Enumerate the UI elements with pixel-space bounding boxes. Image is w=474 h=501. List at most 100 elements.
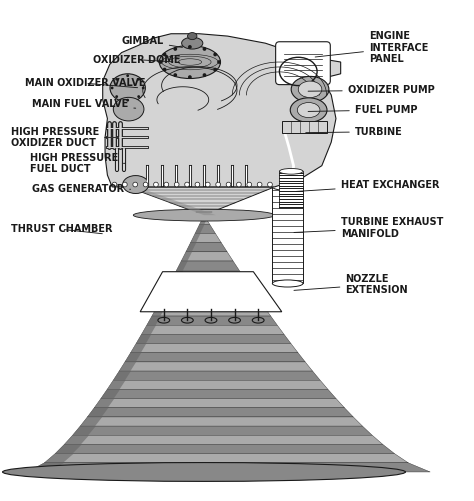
Circle shape [195,182,200,187]
Circle shape [188,45,192,49]
Circle shape [111,87,114,89]
Polygon shape [141,325,156,334]
Text: HEAT EXCHANGER: HEAT EXCHANGER [296,180,439,191]
Polygon shape [200,215,209,224]
Polygon shape [94,399,114,408]
Polygon shape [128,187,275,215]
Polygon shape [64,435,89,444]
Ellipse shape [182,37,203,49]
Circle shape [115,78,118,81]
Polygon shape [130,344,146,353]
Text: NOZZLE
EXTENSION: NOZZLE EXTENSION [294,274,408,295]
Ellipse shape [188,33,197,40]
Text: ENGINE
INTERFACE
PANEL: ENGINE INTERFACE PANEL [315,31,428,65]
Polygon shape [27,463,430,472]
Polygon shape [172,270,245,280]
Polygon shape [125,353,305,362]
Polygon shape [162,289,258,298]
Polygon shape [80,417,363,426]
Circle shape [226,182,231,187]
FancyBboxPatch shape [276,42,330,85]
Ellipse shape [159,46,220,79]
Polygon shape [186,242,196,252]
Polygon shape [136,334,291,344]
Text: GIMBAL: GIMBAL [121,36,182,48]
Circle shape [237,182,241,187]
Circle shape [159,60,163,64]
Circle shape [115,95,118,98]
Polygon shape [130,344,298,353]
Ellipse shape [297,103,320,118]
Text: TURBINE EXHAUST
MANIFOLD: TURBINE EXHAUST MANIFOLD [294,217,443,238]
Circle shape [213,68,217,72]
Text: MAIN OXIDIZER VALVE: MAIN OXIDIZER VALVE [25,78,146,88]
Polygon shape [119,362,136,371]
Polygon shape [157,298,170,307]
Circle shape [173,73,177,77]
Polygon shape [172,270,183,280]
Text: MAIN FUEL VALVE: MAIN FUEL VALVE [32,99,136,109]
Ellipse shape [2,462,405,481]
Polygon shape [181,252,233,261]
Circle shape [173,47,177,51]
Polygon shape [152,307,271,316]
Ellipse shape [133,209,275,221]
Ellipse shape [298,81,322,98]
Text: GAS GENERATOR: GAS GENERATOR [32,184,130,194]
Circle shape [112,182,117,187]
Polygon shape [101,389,120,399]
Circle shape [122,182,127,187]
Polygon shape [113,371,320,380]
Circle shape [185,182,190,187]
Polygon shape [55,444,394,453]
Text: HIGH PRESSURE
FUEL DUCT: HIGH PRESSURE FUEL DUCT [30,152,125,174]
Ellipse shape [113,97,144,121]
Circle shape [216,182,220,187]
Ellipse shape [291,76,329,102]
Polygon shape [113,371,131,380]
Polygon shape [140,272,282,312]
Text: THRUST CHAMBER: THRUST CHAMBER [11,224,112,234]
Polygon shape [103,34,341,187]
Polygon shape [282,121,327,133]
Polygon shape [177,261,239,270]
Polygon shape [125,353,141,362]
Polygon shape [87,408,353,417]
Polygon shape [73,426,372,435]
Circle shape [142,87,145,89]
Circle shape [247,182,252,187]
Circle shape [154,182,158,187]
Polygon shape [152,307,165,316]
Polygon shape [94,399,345,408]
Polygon shape [200,215,210,224]
Circle shape [213,53,217,56]
Polygon shape [191,233,201,242]
Polygon shape [147,316,277,325]
Text: OXIDIZER DOME: OXIDIZER DOME [93,55,181,65]
Circle shape [163,68,166,72]
Text: HIGH PRESSURE
OXIDIZER DUCT: HIGH PRESSURE OXIDIZER DUCT [11,127,119,148]
Polygon shape [136,334,151,344]
Text: FUEL PUMP: FUEL PUMP [308,105,417,115]
Polygon shape [128,187,216,215]
Ellipse shape [273,183,303,190]
Polygon shape [279,171,303,208]
Circle shape [268,182,273,187]
Circle shape [174,182,179,187]
Polygon shape [186,242,227,252]
Polygon shape [195,224,216,233]
Polygon shape [141,325,284,334]
Circle shape [164,182,169,187]
Circle shape [188,75,192,79]
Polygon shape [107,380,126,389]
Polygon shape [55,444,82,453]
Polygon shape [119,362,312,371]
Circle shape [205,182,210,187]
Polygon shape [273,187,303,284]
Polygon shape [87,408,109,417]
Text: TURBINE: TURBINE [306,127,402,137]
Polygon shape [147,316,161,325]
Polygon shape [64,435,383,444]
Circle shape [163,53,166,56]
Ellipse shape [290,98,327,122]
